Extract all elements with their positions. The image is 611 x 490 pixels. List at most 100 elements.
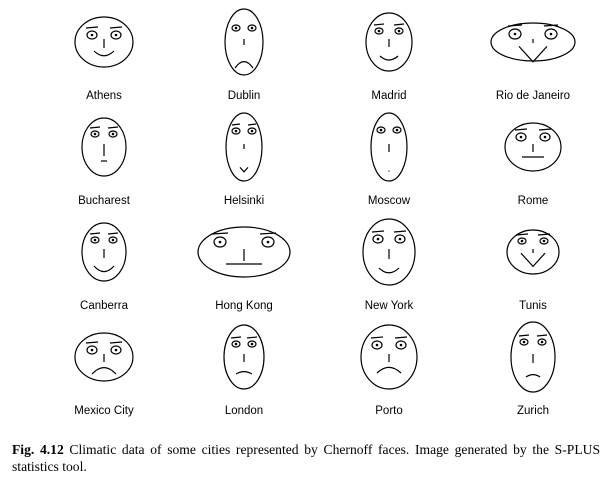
city-label: Tunis (519, 300, 547, 312)
eye (519, 338, 529, 346)
chernoff-face (81, 222, 127, 282)
chernoff-face (225, 112, 263, 182)
chernoff-face (197, 226, 291, 278)
city-label: Zurich (517, 405, 549, 417)
eyebrow (394, 336, 408, 339)
eyebrow (107, 232, 119, 235)
pupil (218, 240, 222, 244)
pupil (399, 343, 403, 347)
eye (247, 24, 257, 32)
pupil (513, 32, 517, 36)
mouth (518, 45, 548, 63)
city-label: Dublin (228, 90, 261, 102)
eye (392, 126, 402, 134)
chernoff-face (510, 321, 556, 393)
city-label: Athens (86, 90, 122, 102)
eye (372, 234, 384, 244)
city-label: New York (365, 300, 414, 312)
eye (394, 27, 404, 35)
chernoff-face (370, 112, 408, 182)
pupil (398, 237, 402, 241)
face-outline (197, 226, 291, 278)
chernoff-face (74, 332, 134, 382)
pupil (111, 238, 115, 242)
mouth (239, 166, 249, 173)
mouth (525, 374, 541, 378)
city-label: Moscow (368, 195, 411, 207)
chernoff-face (504, 122, 562, 172)
mouth (93, 265, 115, 273)
mouth (376, 366, 402, 374)
face-outline (370, 112, 408, 182)
face-outline (224, 8, 264, 76)
pupil (376, 237, 380, 241)
pupil (395, 128, 399, 132)
city-label: Hong Kong (215, 300, 273, 312)
eyebrow (89, 232, 101, 235)
eyebrow (89, 126, 101, 129)
eye (108, 130, 118, 138)
face-outline (223, 324, 265, 390)
city-label: Madrid (371, 90, 406, 102)
eyebrow (247, 123, 257, 126)
eyebrow (85, 341, 99, 344)
pupil (520, 239, 524, 243)
eye (508, 28, 522, 40)
eye (86, 30, 98, 40)
face-outline (74, 332, 134, 382)
eye (110, 30, 122, 40)
eyebrow (246, 336, 258, 339)
eye (108, 236, 118, 244)
face-outline (506, 229, 560, 275)
mouth (379, 55, 399, 61)
chernoff-face (360, 324, 418, 390)
eye (376, 126, 386, 134)
eyebrow (371, 230, 385, 233)
face-outline (81, 117, 127, 177)
eyebrow (514, 128, 528, 131)
city-label: Bucharest (78, 195, 131, 207)
city-label: Mexico City (74, 405, 134, 417)
pupil (93, 238, 97, 242)
mouth (234, 61, 254, 69)
eyebrow (515, 233, 529, 236)
mouth (235, 371, 253, 375)
eyebrow (393, 230, 407, 233)
eye (247, 340, 257, 348)
caption-label: Fig. 4.12 (12, 442, 64, 457)
city-label: Helsinki (224, 195, 264, 207)
eye (90, 130, 100, 138)
eyebrow (230, 336, 242, 339)
pupil (93, 132, 97, 136)
face-outline (81, 222, 127, 282)
pupil (250, 129, 254, 133)
pupil (522, 340, 526, 344)
pupil (549, 32, 553, 36)
eye (231, 340, 241, 348)
chernoff-face (362, 218, 416, 286)
eyebrow (518, 334, 530, 337)
eye (371, 340, 383, 350)
pupil (266, 240, 270, 244)
eyebrow (538, 128, 552, 131)
face-outline (504, 122, 562, 172)
city-label: Rome (518, 195, 549, 207)
chernoff-face (224, 8, 264, 76)
mouth (378, 267, 400, 274)
pupil (234, 26, 238, 30)
pupil (375, 343, 379, 347)
pupil (250, 342, 254, 346)
eyebrow (537, 233, 551, 236)
pupil (542, 239, 546, 243)
eye (374, 27, 384, 35)
face-outline (365, 12, 413, 72)
face-outline (360, 324, 418, 390)
mouth (93, 50, 115, 57)
eyebrow (211, 232, 229, 235)
pupil (234, 129, 238, 133)
eyebrow (109, 26, 123, 29)
pupil (543, 135, 547, 139)
city-label: Porto (375, 405, 403, 417)
eye (517, 237, 527, 245)
eyebrow (373, 23, 385, 26)
